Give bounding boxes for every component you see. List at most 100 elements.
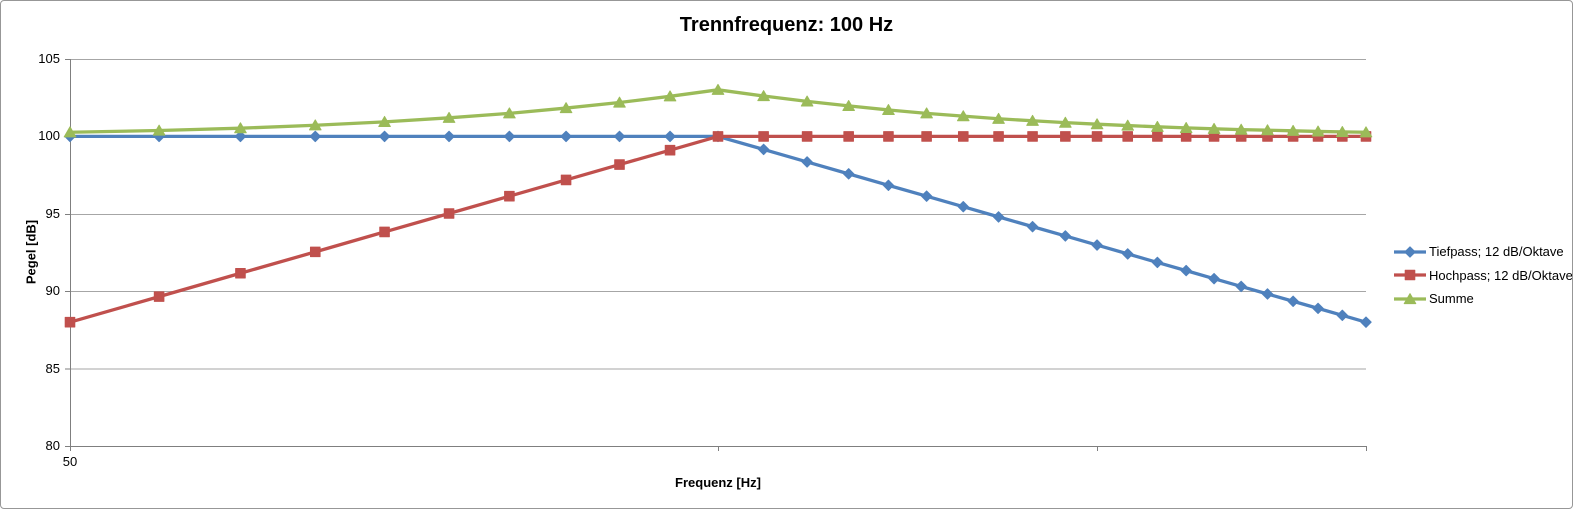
series-marker-tiefpass bbox=[1091, 239, 1103, 251]
series-marker-tiefpass bbox=[1261, 288, 1274, 300]
series-marker-tiefpass bbox=[664, 130, 676, 143]
series-marker-hochpass bbox=[1060, 131, 1071, 142]
legend-label: Hochpass; 12 dB/Oktave bbox=[1429, 267, 1573, 283]
series-marker-summe bbox=[63, 126, 77, 138]
series-marker-summe bbox=[1179, 121, 1193, 133]
y-tick-label: 95 bbox=[45, 205, 60, 221]
y-tick-label: 80 bbox=[45, 438, 60, 453]
legend-swatch-square-icon bbox=[1394, 269, 1426, 281]
series-marker-tiefpass bbox=[842, 168, 855, 180]
series-line-summe bbox=[68, 88, 1368, 134]
x-axis-title: Frequenz [Hz] bbox=[675, 475, 761, 490]
series-marker-tiefpass bbox=[443, 130, 455, 143]
series-marker-summe bbox=[842, 100, 855, 112]
series-marker-hochpass bbox=[843, 131, 854, 142]
series-marker-summe bbox=[800, 95, 814, 107]
y-tick-label: 100 bbox=[38, 128, 60, 144]
legend-swatch-triangle-icon bbox=[1394, 292, 1426, 304]
series-marker-tiefpass bbox=[1336, 309, 1349, 322]
series-marker-summe bbox=[378, 115, 391, 127]
series-marker-tiefpass bbox=[1026, 220, 1039, 233]
series-marker-summe bbox=[1059, 116, 1072, 128]
series-marker-summe bbox=[882, 104, 895, 116]
series-marker-summe bbox=[1090, 118, 1104, 130]
series-marker-summe bbox=[559, 102, 573, 114]
series-marker-tiefpass bbox=[1180, 264, 1192, 277]
series-marker-hochpass bbox=[614, 159, 625, 170]
series-marker-summe bbox=[308, 119, 322, 131]
y-tick-label: 90 bbox=[45, 283, 60, 299]
series-marker-hochpass bbox=[153, 291, 165, 302]
series-marker-summe bbox=[1286, 124, 1300, 136]
series-marker-summe bbox=[1359, 126, 1373, 138]
y-tick-label: 85 bbox=[45, 360, 60, 376]
series-marker-summe bbox=[1336, 126, 1349, 138]
legend-item-summe: Summe bbox=[1393, 287, 1572, 311]
series-marker-summe bbox=[1261, 124, 1274, 136]
series-marker-tiefpass bbox=[1287, 295, 1299, 307]
series-marker-tiefpass bbox=[1059, 230, 1072, 242]
x-tick-label: 50 bbox=[62, 454, 78, 469]
series-marker-summe bbox=[663, 90, 677, 102]
series-marker-hochpass bbox=[758, 131, 769, 142]
series-marker-summe bbox=[1234, 123, 1248, 135]
series-marker-tiefpass bbox=[992, 211, 1005, 223]
series-marker-hochpass bbox=[309, 246, 321, 258]
series-marker-tiefpass bbox=[1122, 248, 1134, 260]
series-marker-summe bbox=[1026, 114, 1039, 126]
series-marker-summe bbox=[757, 90, 770, 102]
series-marker-hochpass bbox=[801, 131, 813, 142]
series-marker-tiefpass bbox=[957, 200, 969, 213]
series-marker-hochpass bbox=[1091, 131, 1103, 142]
series-marker-summe bbox=[1121, 119, 1135, 131]
series-marker-summe bbox=[1207, 122, 1221, 134]
series-marker-tiefpass bbox=[503, 130, 516, 143]
series-line-tiefpass bbox=[68, 134, 1368, 324]
series-marker-tiefpass bbox=[309, 130, 321, 143]
series-marker-hochpass bbox=[504, 190, 515, 202]
legend-swatch-diamond-icon bbox=[1394, 246, 1426, 258]
y-tick-label: 105 bbox=[38, 51, 60, 66]
legend-label: Tiefpass; 12 dB/Oktave bbox=[1429, 244, 1564, 260]
series-marker-hochpass bbox=[235, 267, 246, 279]
series-marker-tiefpass bbox=[801, 156, 813, 168]
legend-item-tiefpass: Tiefpass; 12 dB/Oktave bbox=[1393, 240, 1572, 264]
series-marker-hochpass bbox=[379, 226, 390, 238]
series-marker-summe bbox=[1151, 120, 1164, 132]
series-marker-tiefpass bbox=[882, 179, 895, 192]
series-marker-summe bbox=[920, 107, 933, 119]
series-marker-summe bbox=[956, 110, 970, 122]
series-marker-summe bbox=[234, 122, 247, 134]
series-marker-summe bbox=[503, 107, 516, 119]
series-marker-tiefpass bbox=[1360, 316, 1372, 328]
series-marker-summe bbox=[711, 83, 725, 95]
series-marker-summe bbox=[1311, 125, 1325, 137]
series-marker-tiefpass bbox=[920, 190, 933, 202]
series-marker-summe bbox=[992, 112, 1005, 124]
legend-item-hochpass: Hochpass; 12 dB/Oktave bbox=[1393, 264, 1573, 288]
series-marker-tiefpass bbox=[1208, 272, 1220, 285]
series-marker-tiefpass bbox=[1312, 302, 1324, 315]
series-marker-hochpass bbox=[883, 131, 894, 142]
series-marker-summe bbox=[613, 96, 626, 108]
series-marker-summe bbox=[442, 111, 456, 123]
series-marker-hochpass bbox=[993, 131, 1004, 142]
series-marker-tiefpass bbox=[378, 130, 391, 143]
series-marker-hochpass bbox=[1152, 131, 1163, 142]
legend: Tiefpass; 12 dB/Oktave Hochpass; 12 dB/O… bbox=[1393, 240, 1573, 311]
series-marker-tiefpass bbox=[757, 143, 770, 156]
legend-label: Summe bbox=[1429, 291, 1474, 307]
series-marker-hochpass bbox=[64, 316, 76, 328]
series-marker-tiefpass bbox=[1235, 280, 1247, 293]
series-line-hochpass bbox=[68, 134, 1368, 324]
series-marker-hochpass bbox=[560, 174, 572, 186]
series-marker-hochpass bbox=[1027, 131, 1038, 142]
chart-title: Trennfrequenz: 100 Hz bbox=[679, 14, 894, 36]
series-marker-tiefpass bbox=[1151, 256, 1164, 269]
series-marker-hochpass bbox=[1122, 131, 1134, 142]
series-marker-hochpass bbox=[921, 131, 932, 142]
series-marker-hochpass bbox=[443, 208, 455, 219]
series-marker-hochpass bbox=[957, 131, 969, 142]
